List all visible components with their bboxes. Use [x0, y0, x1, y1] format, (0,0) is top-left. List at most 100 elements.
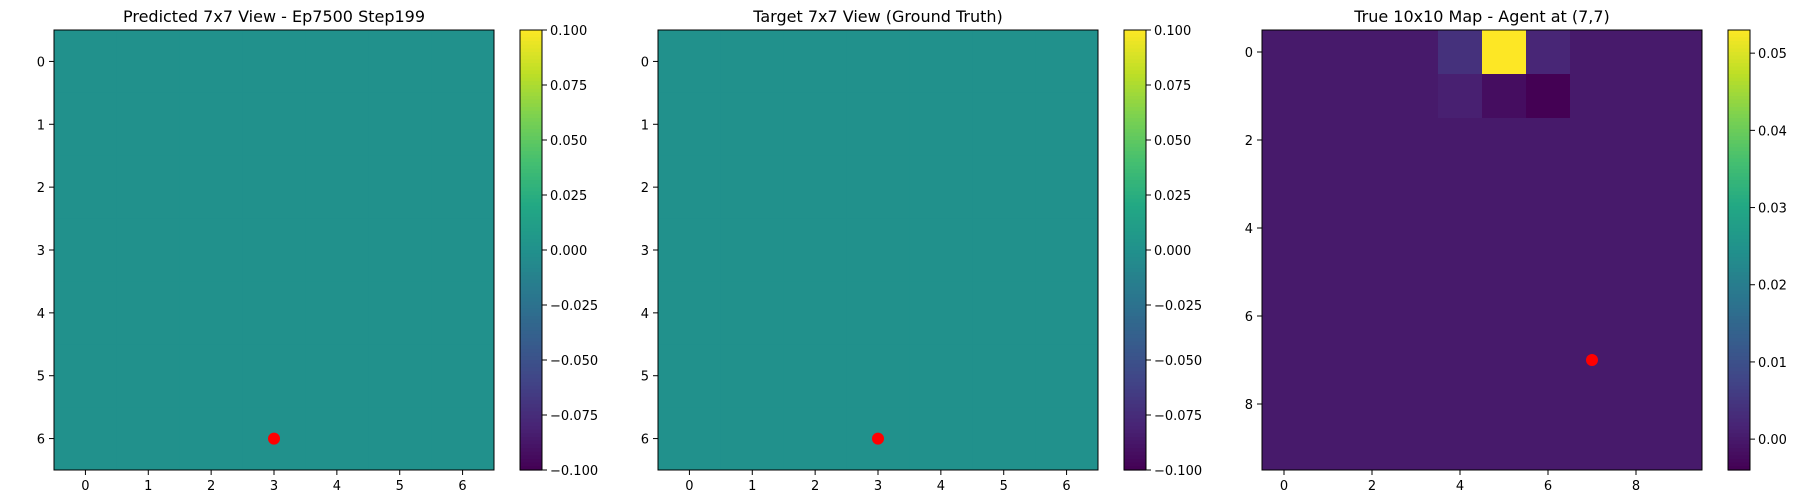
heatmap-cell	[1658, 118, 1703, 163]
colorbar-tick-label: −0.100	[550, 464, 598, 479]
chart-title: Target 7x7 View (Ground Truth)	[752, 7, 1003, 26]
colorbar-segment	[1124, 371, 1146, 376]
heatmap-cell	[1570, 162, 1615, 207]
colorbar-segment	[1124, 451, 1146, 456]
heatmap-cell	[1306, 250, 1351, 295]
heatmap-cell	[783, 344, 848, 408]
colorbar-segment	[520, 250, 542, 255]
heatmap-cell	[368, 344, 432, 408]
colorbar-segment	[520, 158, 542, 163]
colorbar-segment	[520, 140, 542, 145]
colorbar-segment	[1124, 334, 1146, 339]
heatmap-cell	[431, 407, 495, 471]
heatmap-cell	[1658, 30, 1703, 75]
heatmap-cell	[1438, 294, 1483, 339]
heatmap-cell	[54, 155, 118, 220]
colorbar-tick-label: 0.050	[550, 134, 587, 149]
colorbar-segment	[520, 279, 542, 284]
colorbar-segment	[520, 330, 542, 335]
colorbar-segment	[520, 173, 542, 178]
colorbar-segment	[1728, 209, 1750, 214]
heatmap-cell	[431, 155, 495, 220]
colorbar-segment	[520, 319, 542, 324]
y-tick-label: 6	[37, 433, 45, 448]
colorbar-segment	[1124, 312, 1146, 317]
colorbar-segment	[1124, 55, 1146, 60]
colorbar-segment	[1124, 440, 1146, 445]
colorbar-segment	[1124, 81, 1146, 86]
colorbar-segment	[520, 85, 542, 90]
colorbar-segment	[1728, 378, 1750, 383]
x-tick-label: 5	[1000, 479, 1008, 494]
colorbar-segment	[1728, 242, 1750, 247]
heatmap-cell	[305, 155, 369, 220]
y-tick-label: 8	[1245, 398, 1253, 413]
colorbar-segment	[1728, 371, 1750, 376]
heatmap-cell	[1306, 162, 1351, 207]
colorbar-segment	[1728, 195, 1750, 200]
heatmap-cell	[305, 344, 369, 408]
colorbar-segment	[1728, 308, 1750, 313]
colorbar-segment	[520, 418, 542, 423]
colorbar-segment	[520, 228, 542, 233]
heatmap-cell	[305, 30, 369, 94]
colorbar-tick-label: −0.075	[550, 409, 598, 424]
heatmap-cell	[972, 30, 1036, 94]
agent-marker	[268, 432, 280, 445]
heatmap-cell	[1482, 250, 1527, 295]
colorbar-segment	[520, 74, 542, 79]
colorbar-segment	[520, 70, 542, 75]
colorbar-segment	[1124, 202, 1146, 207]
colorbar-segment	[1124, 422, 1146, 427]
colorbar-segment	[1728, 99, 1750, 104]
heatmap-cell	[305, 218, 369, 282]
colorbar-segment	[1728, 466, 1750, 471]
colorbar-segment	[1728, 338, 1750, 343]
heatmap-cell	[54, 281, 118, 345]
colorbar-segment	[520, 426, 542, 431]
colorbar-segment	[1124, 176, 1146, 181]
heatmap-cell	[1306, 30, 1351, 75]
colorbar-segment	[1728, 213, 1750, 218]
colorbar-segment	[1728, 437, 1750, 442]
colorbar-segment	[1728, 92, 1750, 97]
colorbar-segment	[1728, 59, 1750, 64]
heatmap-cell	[1350, 250, 1395, 295]
heatmap-cell	[846, 30, 910, 94]
heatmap-cell	[116, 281, 181, 345]
colorbar-segment	[520, 30, 542, 35]
heatmap-cell	[1262, 294, 1307, 339]
heatmap-cell	[116, 30, 181, 94]
y-tick-label: 5	[641, 370, 649, 385]
x-tick-label: 4	[937, 479, 945, 494]
heatmap-cell	[658, 218, 722, 282]
chart-panel-2: Target 7x7 View (Ground Truth) 0 1 2 3 4 5 6 0 1 2…	[641, 7, 1202, 494]
colorbar-segment	[520, 44, 542, 49]
colorbar-segment	[1124, 411, 1146, 416]
heatmap-cell	[1482, 30, 1527, 75]
y-tick-label: 2	[1245, 134, 1253, 149]
heatmap-cell	[54, 407, 118, 471]
colorbar-segment	[1124, 257, 1146, 262]
colorbar-segment	[1124, 169, 1146, 174]
colorbar-segment	[520, 136, 542, 141]
colorbar-segment	[1728, 77, 1750, 82]
colorbar-segment	[1728, 374, 1750, 379]
heatmap-cell	[1394, 250, 1439, 295]
heatmap-cell	[368, 30, 432, 94]
colorbar-segment	[1728, 286, 1750, 291]
colorbar-segment	[1728, 162, 1750, 167]
y-tick-label: 0	[641, 55, 649, 70]
colorbar-segment	[520, 411, 542, 416]
colorbar-segment	[1728, 37, 1750, 42]
heatmap-cell	[1035, 281, 1099, 345]
colorbar-segment	[1124, 48, 1146, 53]
colorbar-segment	[520, 327, 542, 332]
colorbar-segment	[1728, 283, 1750, 288]
heatmap-cell	[1394, 74, 1439, 119]
y-tick-label: 1	[641, 118, 649, 133]
heatmap-cell	[1350, 74, 1395, 119]
heatmap-cell	[972, 218, 1036, 282]
colorbar-segment	[1728, 349, 1750, 354]
axes-frame	[1261, 29, 1703, 471]
